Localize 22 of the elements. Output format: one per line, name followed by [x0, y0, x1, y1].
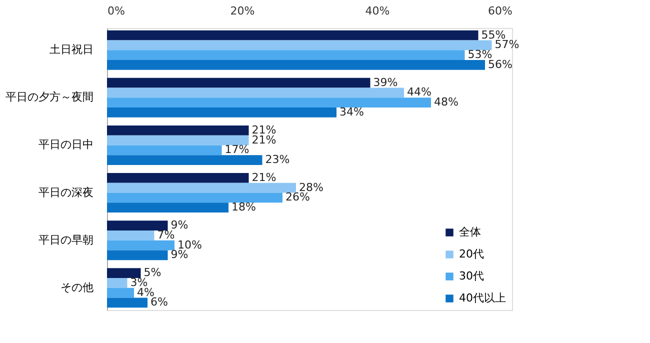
y-tick-label: 平日の夕方～夜間	[6, 90, 94, 104]
y-tick-label: 平日の日中	[38, 138, 94, 152]
data-label: 48%	[434, 96, 458, 109]
data-label: 17%	[224, 143, 250, 156]
data-label: 44%	[407, 86, 432, 99]
y-tick-label: 平日の早朝	[38, 233, 94, 246]
y-tick-label: 土日祝日	[50, 43, 94, 56]
y-tick-label: その他	[60, 280, 94, 294]
data-label: 18%	[232, 200, 256, 214]
legend-label: 40代以上	[459, 292, 506, 304]
legend-label: 20代	[459, 248, 484, 260]
data-label: 21%	[252, 170, 276, 184]
data-label: 39%	[373, 76, 398, 89]
y-tick-label: 平日の深夜	[38, 186, 94, 199]
x-tick-label: 0%	[108, 4, 125, 18]
x-tick-label: 20%	[230, 4, 255, 18]
data-label: 23%	[265, 153, 290, 166]
data-label: 34%	[340, 105, 364, 118]
x-tick-label: 60%	[488, 4, 512, 18]
legend-label: 全体	[459, 226, 481, 238]
x-tick-label: 40%	[365, 4, 390, 18]
legend-label: 30代	[459, 270, 484, 282]
